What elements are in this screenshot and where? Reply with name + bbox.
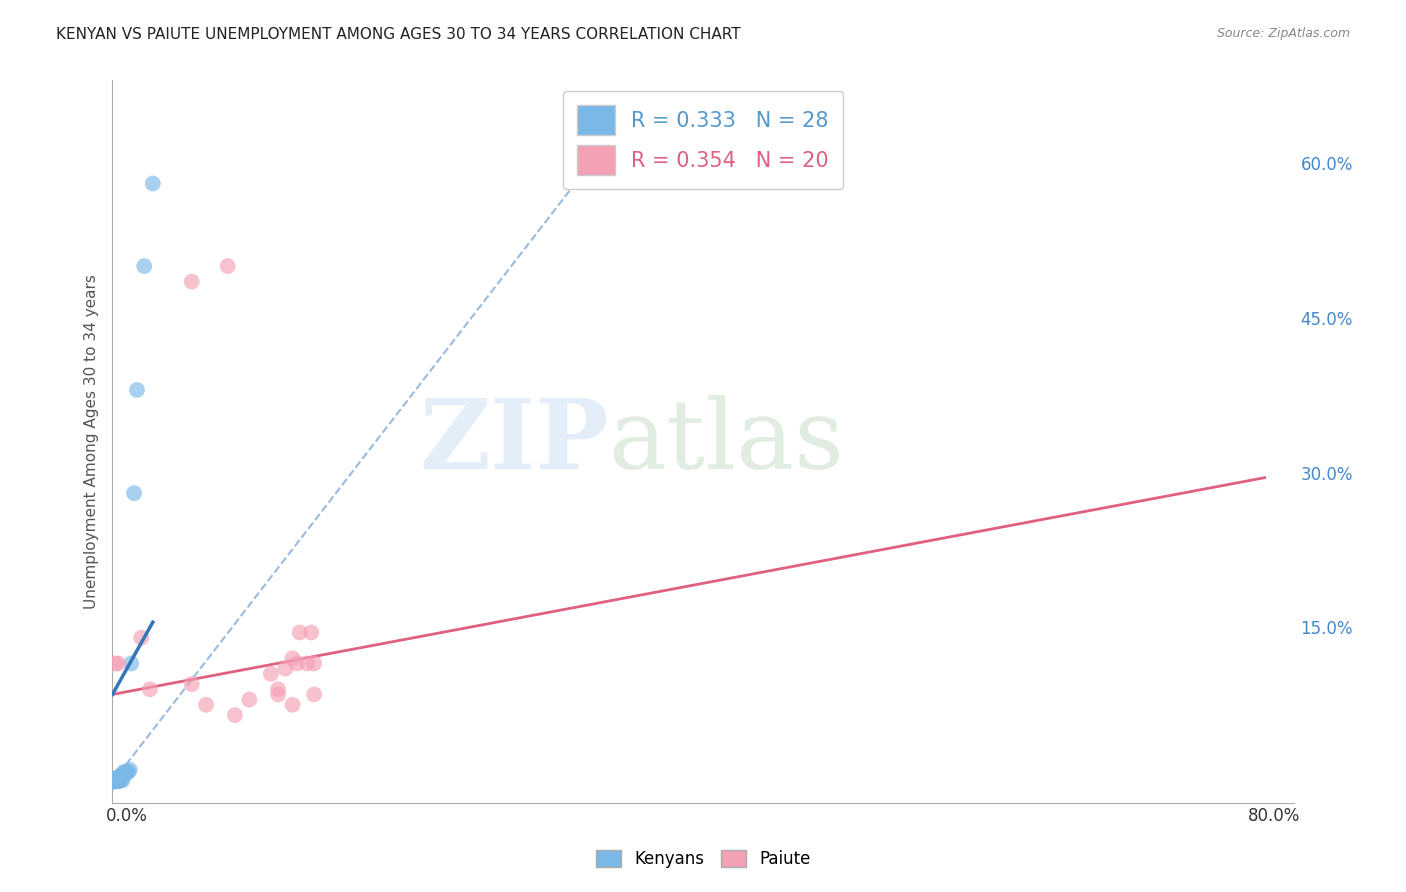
Point: [107, 657, 129, 671]
Point: [111, 767, 134, 781]
Point: [139, 682, 162, 697]
Point: [302, 657, 325, 671]
Point: [104, 773, 127, 788]
Point: [120, 657, 142, 671]
Point: [142, 177, 165, 191]
Point: [295, 657, 318, 671]
Point: [111, 773, 134, 788]
Point: [238, 692, 260, 706]
Text: 0.0%: 0.0%: [105, 807, 148, 825]
Point: [274, 662, 297, 676]
Point: [103, 774, 125, 789]
Point: [108, 774, 131, 789]
Text: Source: ZipAtlas.com: Source: ZipAtlas.com: [1216, 27, 1350, 40]
Point: [117, 764, 139, 779]
Point: [115, 764, 138, 779]
Point: [299, 625, 322, 640]
Point: [103, 773, 125, 788]
Point: [107, 772, 129, 786]
Point: [105, 773, 128, 788]
Point: [114, 767, 136, 781]
Point: [217, 259, 239, 273]
Point: [195, 698, 218, 712]
Point: [118, 763, 141, 777]
Point: [112, 764, 135, 779]
Point: [180, 677, 202, 691]
Point: [104, 774, 127, 789]
Text: 80.0%: 80.0%: [1249, 807, 1301, 825]
Point: [104, 657, 127, 671]
Point: [267, 682, 290, 697]
Text: KENYAN VS PAIUTE UNEMPLOYMENT AMONG AGES 30 TO 34 YEARS CORRELATION CHART: KENYAN VS PAIUTE UNEMPLOYMENT AMONG AGES…: [56, 27, 741, 42]
Point: [134, 259, 156, 273]
Point: [129, 631, 152, 645]
Point: [101, 775, 124, 789]
Text: ZIP: ZIP: [419, 394, 609, 489]
Legend: R = 0.333   N = 28, R = 0.354   N = 20: R = 0.333 N = 28, R = 0.354 N = 20: [562, 91, 844, 189]
Point: [107, 770, 129, 784]
Point: [260, 666, 283, 681]
Point: [281, 651, 304, 665]
Point: [107, 774, 129, 789]
Y-axis label: Unemployment Among Ages 30 to 34 years: Unemployment Among Ages 30 to 34 years: [83, 274, 98, 609]
Point: [281, 698, 304, 712]
Point: [105, 771, 128, 785]
Point: [180, 275, 202, 289]
Text: atlas: atlas: [609, 394, 845, 489]
Point: [285, 657, 308, 671]
Legend: Kenyans, Paiute: Kenyans, Paiute: [589, 843, 817, 875]
Point: [302, 687, 325, 701]
Point: [105, 774, 128, 789]
Point: [267, 687, 290, 701]
Point: [122, 486, 145, 500]
Point: [110, 773, 132, 788]
Point: [224, 708, 246, 723]
Point: [125, 383, 148, 397]
Point: [104, 772, 127, 786]
Point: [288, 625, 311, 640]
Point: [108, 772, 131, 786]
Point: [110, 769, 132, 783]
